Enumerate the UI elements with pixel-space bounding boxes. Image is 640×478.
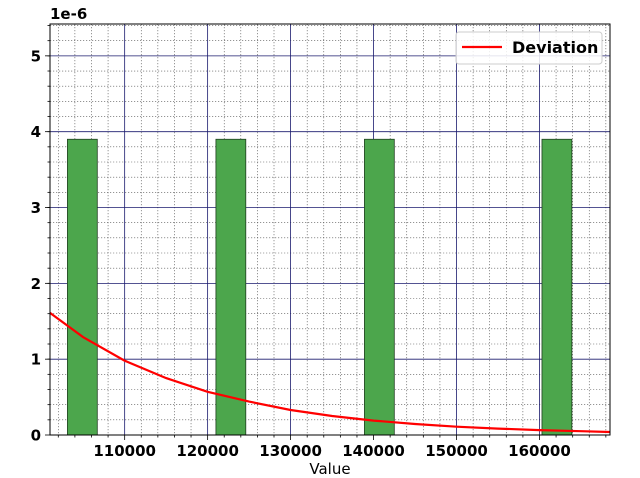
bar-2 [364, 138, 395, 436]
y-tick-label: 1 [31, 351, 41, 369]
y-tick-label: 2 [31, 275, 41, 293]
series-lines [49, 312, 611, 434]
y-tick-label: 3 [31, 199, 41, 217]
legend: Deviation [455, 31, 603, 65]
x-axis-label: Value [309, 460, 350, 478]
y-ticks: 0 1 2 3 4 5 [31, 25, 50, 445]
x-tick-label: 110000 [93, 442, 156, 460]
series-line-0 [49, 312, 611, 434]
bar-1 [215, 138, 247, 436]
legend-box [455, 31, 603, 65]
minor-grid [50, 24, 610, 435]
x-tick-label: 150000 [425, 442, 488, 460]
plot-frame [49, 23, 611, 436]
legend-label-deviation: Deviation [512, 38, 598, 57]
x-tick-label: 160000 [508, 442, 571, 460]
x-tick-label: 130000 [259, 442, 322, 460]
plot-area [50, 24, 610, 435]
bar-3 [541, 138, 573, 436]
bar-0 [67, 138, 98, 436]
y-offset-label: 1e-6 [50, 5, 87, 23]
x-ticks: 110000 120000 130000 140000 150000 160000 [57, 435, 607, 460]
y-tick-label: 0 [31, 427, 41, 445]
y-tick-label: 4 [31, 123, 41, 141]
bars [67, 138, 573, 436]
x-tick-label: 120000 [176, 442, 239, 460]
y-tick-label: 5 [31, 47, 41, 65]
x-tick-label: 140000 [342, 442, 405, 460]
